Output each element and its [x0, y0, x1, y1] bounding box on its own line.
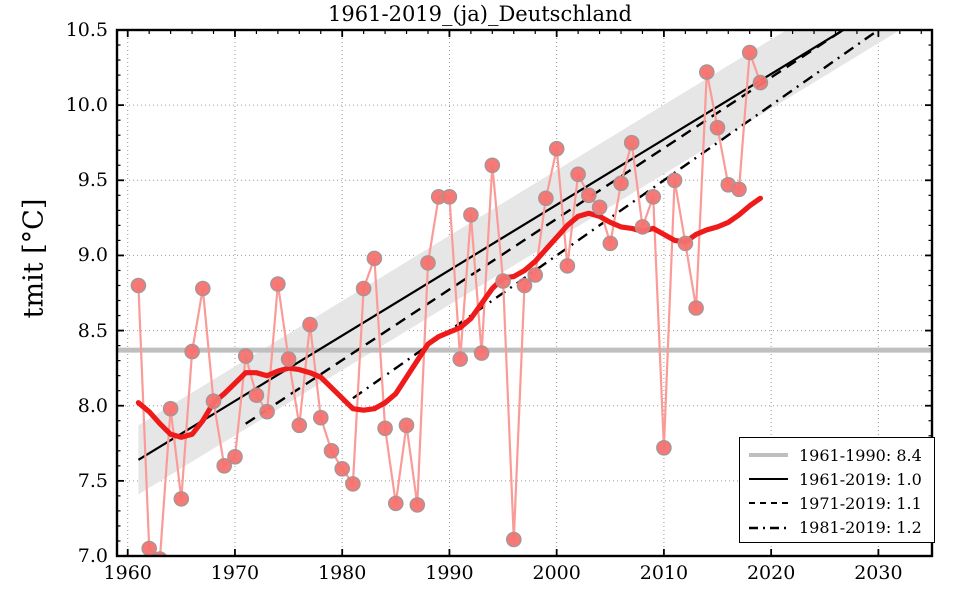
data-point-marker [473, 345, 490, 361]
y-tick-label: 7.5 [77, 469, 108, 492]
data-point-marker [634, 219, 651, 235]
data-point-marker [409, 497, 426, 513]
data-point-marker [463, 207, 479, 223]
data-point-marker [237, 348, 254, 364]
data-point-marker [623, 134, 640, 151]
data-point-marker [345, 476, 361, 492]
plot-frame [115, 28, 934, 558]
data-point-marker [216, 457, 232, 474]
data-point-marker [666, 172, 683, 189]
data-point-marker [141, 540, 157, 556]
legend-item: 1981-2019: 1.2 [747, 515, 927, 539]
trend-confidence-band [138, 30, 901, 495]
data-point-marker [420, 255, 436, 271]
data-point-marker [602, 235, 619, 252]
data-point-marker [731, 181, 747, 198]
data-point-marker [227, 448, 243, 465]
x-tick-label: 2030 [854, 562, 903, 584]
legend-label: 1971-2019: 1.1 [799, 493, 922, 513]
data-point-marker [323, 442, 340, 459]
smoothed-series-line [135, 195, 764, 440]
y-tick-label: 8.0 [77, 394, 108, 417]
y-tick-label: 9.5 [77, 169, 108, 192]
legend-label: 1961-2019: 1.0 [799, 469, 922, 489]
x-tick-label: 1970 [210, 562, 260, 584]
data-point-marker [312, 409, 329, 426]
legend-label: 1981-2019: 1.2 [799, 517, 922, 537]
data-point-marker [741, 44, 758, 61]
data-point-marker [538, 190, 554, 207]
page-title: 1961-2019_(ja)_Deutschland [328, 2, 632, 26]
data-point-marker [130, 277, 147, 294]
legend-swatch-solid-black-icon [747, 472, 790, 486]
data-point-marker [270, 276, 286, 292]
data-point-marker [248, 387, 265, 403]
x-tick-label: 2000 [532, 562, 581, 584]
data-point-marker [162, 400, 179, 417]
data-point-marker [152, 551, 168, 556]
data-point-marker [559, 258, 576, 274]
legend-swatch-dashed-icon [747, 496, 790, 510]
data-point-marker [366, 250, 383, 267]
data-point-marker [752, 74, 769, 91]
data-point-marker [355, 280, 372, 297]
confidence-band [138, 30, 901, 495]
data-point-marker [452, 351, 468, 367]
data-point-marker [398, 417, 415, 434]
data-point-marker [613, 175, 629, 192]
data-point-marker [291, 417, 308, 434]
data-point-marker [645, 189, 661, 205]
x-tick-label: 2010 [639, 562, 689, 584]
data-point-marker [484, 157, 501, 174]
data-point-marker [591, 199, 608, 216]
data-point-marker [195, 280, 211, 297]
data-point-marker [184, 343, 200, 360]
data-point-marker [205, 393, 222, 409]
legend-item: 1961-2019: 1.0 [747, 467, 927, 491]
data-point-marker [677, 235, 694, 252]
data-point-marker [302, 316, 318, 333]
data-point-marker [387, 495, 404, 512]
data-point-marker [570, 166, 586, 183]
legend-swatch-dashdot-icon [747, 520, 790, 534]
data-point-marker [280, 351, 297, 367]
smoothed-trend-line [135, 195, 764, 440]
data-point-marker [548, 140, 565, 157]
x-tick-label: 1960 [103, 562, 152, 584]
legend: 1961-1990: 8.4 1961-2019: 1.0 1971-2019: 1… [739, 437, 935, 543]
data-point-marker [495, 273, 511, 289]
y-tick-label: 7.0 [77, 545, 108, 567]
data-point-marker [334, 460, 350, 477]
y-tick-label: 10.5 [65, 19, 108, 41]
data-point-marker [441, 189, 458, 205]
data-point-marker [259, 403, 275, 420]
data-point-marker [377, 420, 393, 437]
legend-item: 1971-2019: 1.1 [747, 491, 927, 515]
y-tick-label: 10.0 [65, 94, 108, 117]
data-point-marker [505, 531, 522, 548]
data-point-marker [688, 300, 704, 316]
x-tick-label: 2020 [746, 562, 796, 584]
legend-item: 1961-1990: 8.4 [747, 443, 927, 467]
data-point-marker [709, 119, 726, 136]
data-point-marker [656, 439, 672, 456]
annual-data-points [130, 44, 769, 556]
data-point-marker [173, 491, 190, 507]
data-point-marker [516, 277, 533, 294]
data-point-marker [698, 64, 715, 80]
x-tick-label: 1990 [425, 562, 474, 584]
x-tick-label: 1980 [318, 562, 367, 584]
data-point-marker [527, 267, 543, 283]
y-tick-label: 8.5 [77, 319, 108, 342]
legend-label: 1961-1990: 8.4 [799, 445, 922, 465]
data-point-marker [580, 187, 597, 204]
legend-swatch-solid-gray-icon [747, 448, 790, 462]
y-tick-label: 9.0 [77, 244, 108, 267]
